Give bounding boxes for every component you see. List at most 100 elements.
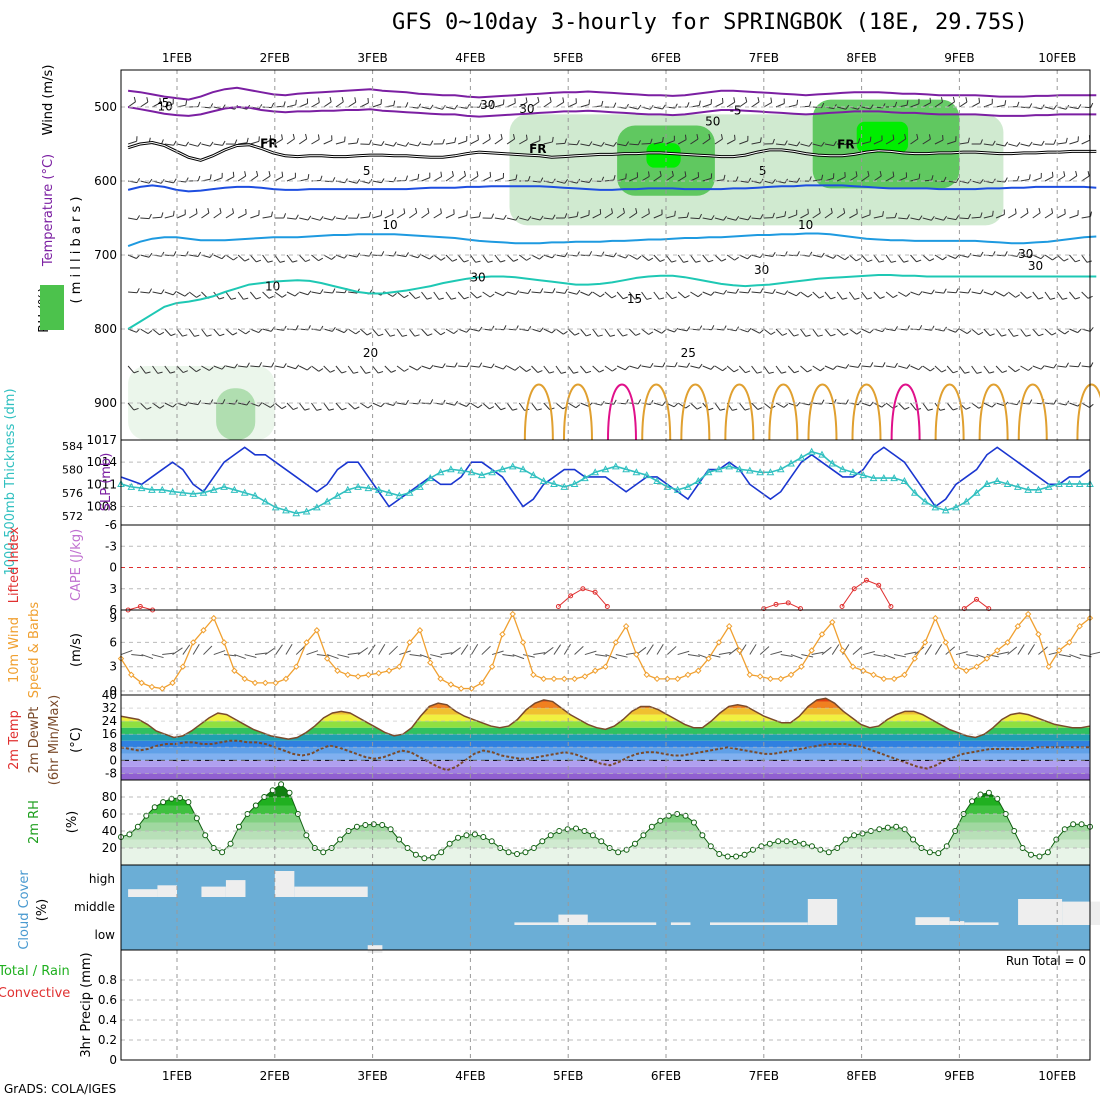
wind-barb <box>678 216 688 219</box>
wind-barb-flag <box>855 258 861 262</box>
wind-barb <box>188 328 195 337</box>
wind-barb <box>677 175 687 182</box>
wind-barb-flag <box>564 288 568 294</box>
wind-barb-flag <box>503 325 507 331</box>
wind10m-barb <box>491 650 504 656</box>
wind-barb <box>763 254 773 258</box>
thickness-marker <box>189 489 198 497</box>
wind10m-barb <box>904 651 917 656</box>
wind-barb-flag <box>221 254 226 260</box>
wind10m-barb <box>873 654 886 658</box>
thickness-marker <box>715 465 723 473</box>
temp-tick-label: 8 <box>109 740 117 754</box>
wind-speed-marker <box>272 679 279 687</box>
wind10m-barb <box>563 644 571 655</box>
wind-barb-flag <box>232 332 238 336</box>
temperature-contour <box>127 86 1097 101</box>
x-tick-label-bottom: 1FEB <box>162 1069 192 1083</box>
wind-speed-marker <box>210 614 217 622</box>
wind-barb <box>653 328 662 334</box>
wind-barb-flag <box>919 325 923 331</box>
wind-barb-flag <box>1028 174 1031 180</box>
wind-barb-flag <box>869 136 872 142</box>
warm-contour <box>641 383 672 441</box>
wind10m-barb <box>120 649 133 656</box>
rh-marker <box>598 838 605 845</box>
wind-barb-flag <box>576 211 579 217</box>
wind-barb <box>140 180 150 184</box>
wind-barb-flag <box>674 327 679 333</box>
warm-contour <box>606 383 637 441</box>
wind-barb <box>408 212 417 219</box>
rh-marker <box>438 849 445 856</box>
thickness-tick-label: 576 <box>62 487 83 500</box>
wind-barb <box>934 139 944 145</box>
wind-barb <box>225 212 234 219</box>
wind-speed-marker <box>849 663 857 670</box>
wind-barb-flag <box>929 258 935 262</box>
credit-label: GrADS: COLA/IGES <box>4 1082 117 1096</box>
lifted-index-marker <box>876 582 882 588</box>
wind-barb-flag <box>732 408 738 411</box>
wind-barb-flag <box>710 365 715 370</box>
wind-barb-flag <box>318 257 324 262</box>
wind-barb-flag <box>625 141 630 147</box>
wind-barb <box>286 254 293 263</box>
rh-band <box>121 822 1090 831</box>
wind-speed-marker <box>591 667 599 674</box>
wind-barb <box>1069 140 1079 145</box>
wind-barb <box>543 291 553 294</box>
rh-marker <box>783 838 790 845</box>
wind-barb-flag <box>491 363 495 369</box>
wind-barb-flag <box>502 364 507 370</box>
wind-barb-flag <box>365 371 371 374</box>
wind-barb <box>775 215 785 219</box>
wind-barb-flag <box>295 364 300 370</box>
wind-barb <box>188 291 197 298</box>
wind-barb-flag <box>867 259 873 263</box>
thickness-marker <box>271 503 280 511</box>
thickness-marker <box>209 485 218 493</box>
thickness-marker <box>374 485 383 493</box>
wind-barb <box>421 254 430 260</box>
wind-speed-marker <box>571 675 578 683</box>
wind-barb <box>176 365 184 373</box>
contour-label: FR <box>837 137 854 151</box>
thickness-marker <box>457 466 466 474</box>
wind-barb <box>702 254 709 263</box>
wind-barb <box>788 291 797 297</box>
x-tick-label-bottom: 8FEB <box>846 1069 876 1083</box>
wind-barb-flag <box>1053 139 1057 145</box>
rh-tick-label: 40 <box>102 824 117 838</box>
wind-barb-flag <box>866 297 873 300</box>
wind-barb <box>812 328 819 337</box>
wind-barb-flag <box>292 260 298 263</box>
wind-barb <box>164 365 171 374</box>
rh-marker <box>741 851 748 858</box>
rh-marker <box>589 832 596 839</box>
contour-label: FR <box>260 137 277 151</box>
wind-barb-flag <box>304 408 310 411</box>
wind-barb <box>543 365 550 374</box>
wind-barb-flag <box>1016 101 1020 107</box>
wind-barb-flag <box>157 371 163 374</box>
rh-marker <box>252 802 259 809</box>
wind-barb <box>629 143 639 146</box>
wind-barb-flag <box>576 139 580 145</box>
wind-barb-flag <box>965 406 971 410</box>
x-tick-label-top: 6FEB <box>651 51 681 65</box>
cloud-bar <box>807 899 838 925</box>
wind-barb <box>861 214 871 219</box>
wind-barb-flag <box>892 171 895 177</box>
wind-barb <box>775 103 785 108</box>
wind-barb <box>959 142 969 145</box>
contour-label: 10 <box>265 280 280 294</box>
upper-air-ylabel: RH (%)Temperature (°C)Wind (m/s)( m i l … <box>37 65 84 333</box>
wind-barb <box>201 328 208 337</box>
wind-barb-flag <box>662 137 664 143</box>
wind-barb <box>653 254 661 262</box>
rh-marker <box>455 834 462 841</box>
wind-barb <box>152 402 161 409</box>
wind-barb-flag <box>624 366 630 371</box>
wind-barb-flag <box>722 367 727 372</box>
